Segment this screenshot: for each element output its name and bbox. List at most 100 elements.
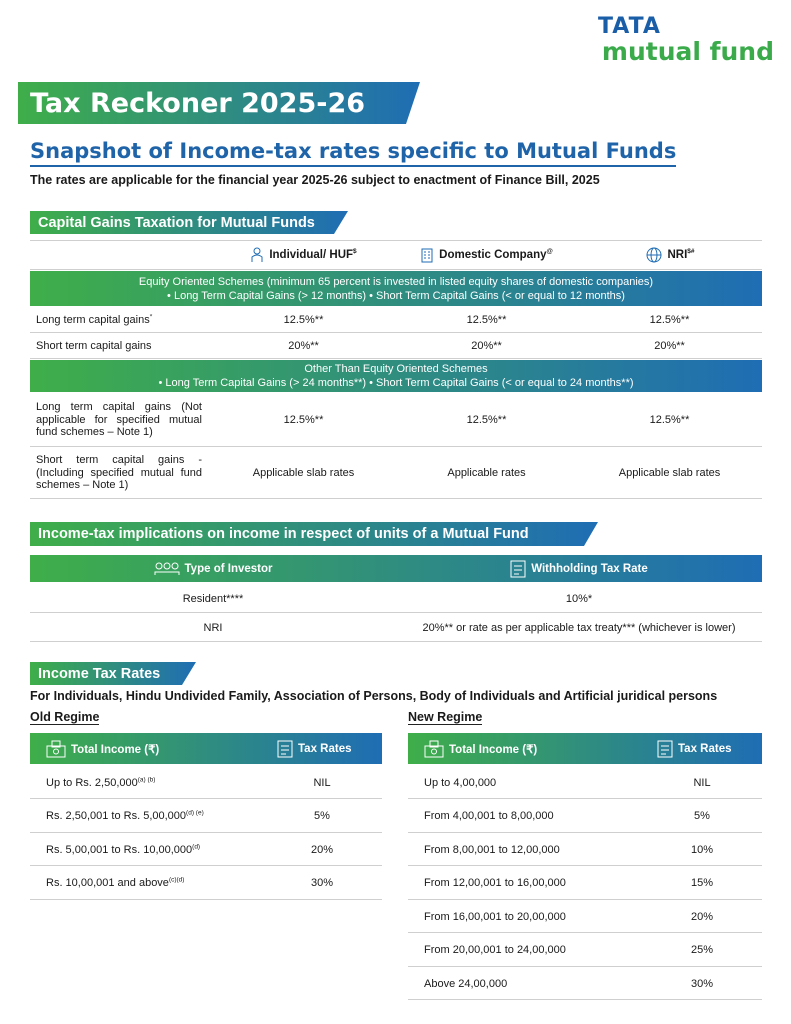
cell-label: Long term capital gains [36,313,150,326]
applies-to: For Individuals, Hindu Undivided Family,… [30,689,718,703]
cell-text: Short term capital gains [36,340,152,353]
column-sup: $# [687,248,695,256]
icon-tax [277,740,293,757]
cell-label: Short term capital gains [36,339,152,352]
icon-people [154,562,180,575]
table-header: Total Income (₹) Tax Rates [408,733,762,764]
row-value: 25% [690,944,714,956]
row-label: Up to 4,00,000 [424,767,496,798]
row-label: From 4,00,001 to 8,00,000 [424,801,554,832]
section-heading-text: Income Tax Rates [38,665,161,682]
subtitle: Snapshot of Income-tax rates specific to… [30,139,677,167]
row-value: 30% [310,877,334,889]
column-label: NRI [667,249,688,261]
table-row: NRI 20%** or rate as per applicable tax t… [30,614,762,642]
cell-text: From 20,00,001 to 24,00,000 [424,944,566,956]
row-value: 5% [314,810,330,822]
row-value: 12.5%** [649,414,690,426]
group-title: Equity Oriented Schemes (minimum 65 perc… [138,275,654,288]
cell-label: From 12,00,001 to 16,00,000 [424,877,566,889]
title-bar: Tax Reckoner 2025-26 [18,82,420,124]
row-value: Resident**** [182,592,244,605]
section-heading: Income Tax Rates [30,662,196,685]
cell-sup: (c)(d) [168,876,185,884]
header-cell: Individual/ HUF$ [212,241,395,269]
column-label: Type of Investor [184,562,273,575]
header-cell: Withholding Tax Rate [396,555,762,582]
table-row: Above 24,00,000 30% [408,968,762,1000]
table-row: Resident**** 10%* [30,585,762,613]
group-band: Equity Oriented Schemes (minimum 65 perc… [30,271,762,306]
section-heading-text: Income-tax implications on income in res… [38,526,529,542]
row-value: Applicable rates [447,467,526,479]
table-row: From 4,00,001 to 8,00,000 5% [408,801,762,833]
icon-person [251,247,263,262]
row-value: 12.5%** [649,314,690,326]
row-label: From 12,00,001 to 16,00,000 [424,868,566,899]
row-value: Applicable slab rates [252,467,355,479]
column-label: Individual/ HUF [269,249,354,261]
cell-label: Rs. 5,00,001 to Rs. 10,00,000 [46,843,193,856]
cell-label: Short term capital gains - (Including sp… [36,454,202,492]
row-label: Rs. 2,50,001 to Rs. 5,00,000(d) (e) [46,801,204,832]
cell-label: Up to 4,00,000 [424,776,497,789]
row-value: 20% [690,910,714,923]
table-row: Long term capital gains* 12.5%** 12.5%** 12… [30,308,762,333]
header-cell: Total Income (₹) [424,733,537,764]
cell-text: Long term capital gains (Not applicable … [36,401,202,439]
title: Tax Reckoner 2025-26 [30,87,366,119]
row-value: 15% [690,877,714,889]
cell-label: From 8,00,001 to 12,00,000 [424,843,560,856]
cell-label: Up to Rs. 2,50,000 [46,776,138,789]
icon-money [424,740,444,757]
cell-text: From 8,00,001 to 12,00,000 [424,844,560,856]
cell-text: From 4,00,001 to 8,00,000 [424,810,554,822]
row-value: 12.5%** [466,414,507,426]
icon-tax [510,560,526,577]
column-label: Total Income (₹) [71,743,160,756]
cell-label: From 4,00,001 to 8,00,000 [424,810,554,822]
header-cell: Domestic Company@ [395,241,578,269]
group-note: • Long Term Capital Gains (> 24 months**… [158,377,634,389]
row-label: Long term capital gains (Not applicable … [36,394,202,446]
table-row: Long term capital gains (Not applicable … [30,394,762,447]
header-cell: Tax Rates [657,733,731,764]
header-cell: Tax Rates [277,733,351,764]
table-row: From 8,00,001 to 12,00,000 10% [408,834,762,866]
column-sup: $ [353,248,357,256]
regime-title: New Regime [408,710,483,725]
row-value: 12.5%** [283,414,324,426]
table-row: Up to 4,00,000 NIL [408,767,762,799]
cell-text: Short term capital gains - (Including sp… [36,454,202,492]
table-header: Type of Investor Withholding Tax Rate [30,555,762,582]
row-value: 12.5%** [283,314,324,326]
table-row: From 20,00,001 to 24,00,000 25% [408,935,762,967]
header-cell: Total Income (₹) [46,733,159,764]
cell-label: From 20,00,001 to 24,00,000 [424,944,566,956]
group-band: Other Than Equity Oriented Schemes • Long… [30,360,762,392]
cell-label: From 16,00,001 to 20,00,000 [424,910,566,923]
row-value: 12.5%** [466,314,507,326]
row-label: Long term capital gains* [36,308,202,332]
row-label: Short term capital gains [36,334,202,358]
logo: TATA mutual fund [598,14,774,65]
icon-money [46,740,66,757]
row-label: Rs. 5,00,001 to Rs. 10,00,000(d) [46,834,200,865]
row-value: 20%** or rate as per applicable tax trea… [422,621,736,634]
row-value: 10% [690,843,714,856]
cell-text: Above 24,00,000 [424,978,507,990]
cell-sup: (a) (b) [137,775,156,783]
row-label: Above 24,00,000 [424,968,507,999]
section-heading: Income-tax implications on income in res… [30,522,598,546]
group-title: Other Than Equity Oriented Schemes [304,363,488,375]
row-value: 10%* [565,592,593,605]
icon-tax [657,740,673,757]
row-value: 5% [694,810,710,822]
row-label: From 20,00,001 to 24,00,000 [424,935,566,966]
table-header: Total Income (₹) Tax Rates [30,733,382,764]
row-value: NIL [313,776,331,789]
cell-text: Up to 4,00,000 [424,777,496,789]
icon-globe [646,247,662,263]
column-label: Tax Rates [678,742,732,755]
cell-text: From 16,00,001 to 20,00,000 [424,911,566,923]
